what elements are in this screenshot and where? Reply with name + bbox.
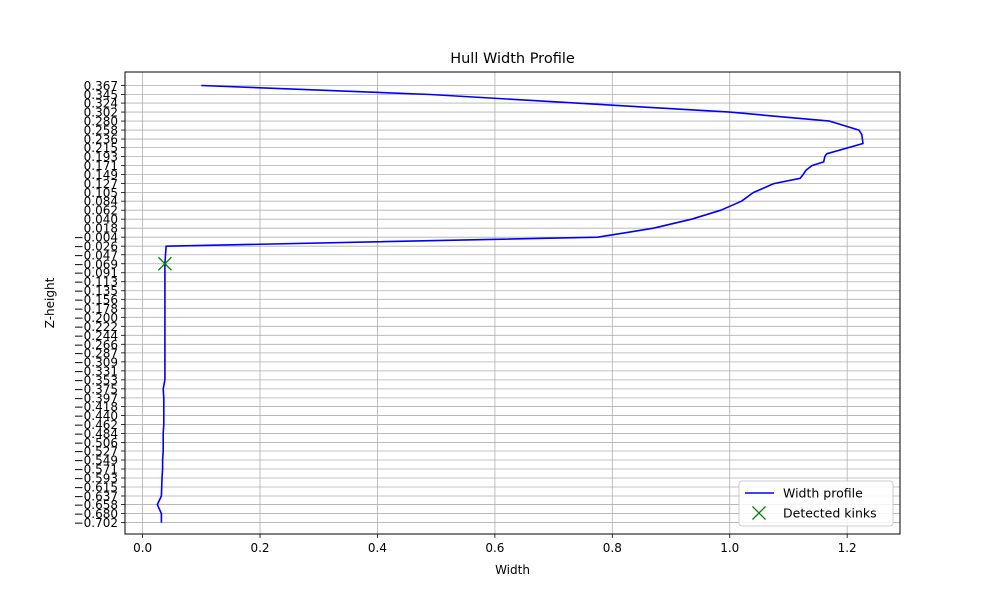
y-tick-label: −0.309: [74, 355, 118, 369]
y-tick-label: −0.026: [74, 240, 118, 254]
plot-frame: [124, 71, 901, 535]
y-tick-label: −0.527: [74, 445, 118, 459]
y-tick-label: 0.345: [84, 88, 118, 102]
x-tick-label: 1.0: [720, 541, 739, 555]
y-tick-label: 0.280: [84, 115, 118, 129]
y-tick-label: −0.462: [74, 418, 118, 432]
y-tick-label: −0.375: [74, 382, 118, 396]
y-tick-label: 0.149: [84, 168, 118, 182]
y-tick-label: −0.244: [74, 329, 118, 343]
y-axis-label: Z-height: [43, 277, 57, 328]
y-tick-label: 0.018: [84, 222, 118, 236]
y-tick-label: 0.324: [84, 97, 118, 111]
y-tick-label: 0.171: [84, 159, 118, 173]
y-tick-label: −0.178: [74, 302, 118, 316]
y-tick-label: −0.418: [74, 400, 118, 414]
legend-label-detected-kinks: Detected kinks: [783, 506, 877, 521]
y-tick-label: 0.105: [84, 186, 118, 200]
y-tick-label: −0.702: [74, 516, 118, 530]
x-axis-label: Width: [495, 563, 530, 577]
legend-x-marker-swatch: [752, 506, 766, 520]
y-tick-label: −0.331: [74, 364, 118, 378]
y-tick-label: −0.004: [74, 231, 118, 245]
y-tick-label: −0.571: [74, 462, 118, 476]
y-tick-label: 0.236: [84, 133, 118, 147]
y-tick-label: 0.258: [84, 124, 118, 138]
y-axis-ticks: 0.3670.3450.3240.3020.2800.2580.2360.215…: [74, 79, 125, 530]
y-tick-label: −0.658: [74, 498, 118, 512]
y-tick-label: −0.549: [74, 453, 118, 467]
y-tick-label: −0.200: [74, 311, 118, 325]
y-tick-label: 0.193: [84, 150, 118, 164]
y-tick-label: −0.506: [74, 436, 118, 450]
y-tick-label: −0.615: [74, 480, 118, 494]
y-tick-label: −0.484: [74, 427, 118, 441]
x-tick-label: 0.4: [368, 541, 387, 555]
y-tick-label: 0.367: [84, 79, 118, 93]
grid-lines: [125, 72, 900, 534]
y-tick-label: 0.084: [84, 195, 118, 209]
y-tick-label: −0.593: [74, 471, 118, 485]
y-tick-label: 0.302: [84, 106, 118, 120]
x-tick-label: 0.6: [485, 541, 504, 555]
y-tick-label: −0.222: [74, 320, 118, 334]
y-tick-label: −0.637: [74, 489, 118, 503]
y-tick-label: 0.215: [84, 141, 118, 155]
x-axis-ticks: 0.0 0.2 0.4 0.6 0.8 1.0 1.2: [133, 534, 857, 555]
y-tick-label: 0.127: [84, 177, 118, 191]
y-tick-label: −0.397: [74, 391, 118, 405]
chart-title: Hull Width Profile: [450, 51, 575, 67]
x-tick-label: 0.2: [250, 541, 269, 555]
legend: Width profile Detected kinks: [738, 480, 894, 527]
x-tick-label: 0.0: [133, 541, 152, 555]
y-tick-label: −0.091: [74, 266, 118, 280]
y-tick-label: −0.047: [74, 248, 118, 262]
legend-box: [738, 480, 894, 527]
kink-point-marker: [157, 256, 172, 271]
y-tick-label: −0.353: [74, 373, 118, 387]
y-tick-label: −0.113: [74, 275, 118, 289]
y-tick-label: −0.266: [74, 338, 118, 352]
y-tick-label: 0.062: [84, 204, 118, 218]
y-tick-label: −0.440: [74, 409, 118, 423]
y-tick-label: −0.156: [74, 293, 118, 307]
y-tick-label: −0.069: [74, 257, 118, 271]
legend-label-width-profile: Width profile: [783, 486, 863, 501]
x-tick-label: 0.8: [603, 541, 622, 555]
y-tick-label: −0.680: [74, 507, 118, 521]
x-tick-label: 1.2: [838, 541, 857, 555]
y-tick-label: −0.135: [74, 284, 118, 298]
plot-area: [156, 84, 864, 523]
y-tick-label: −0.287: [74, 346, 118, 360]
y-tick-label: 0.040: [84, 213, 118, 227]
width-profile-line: [156, 84, 864, 523]
